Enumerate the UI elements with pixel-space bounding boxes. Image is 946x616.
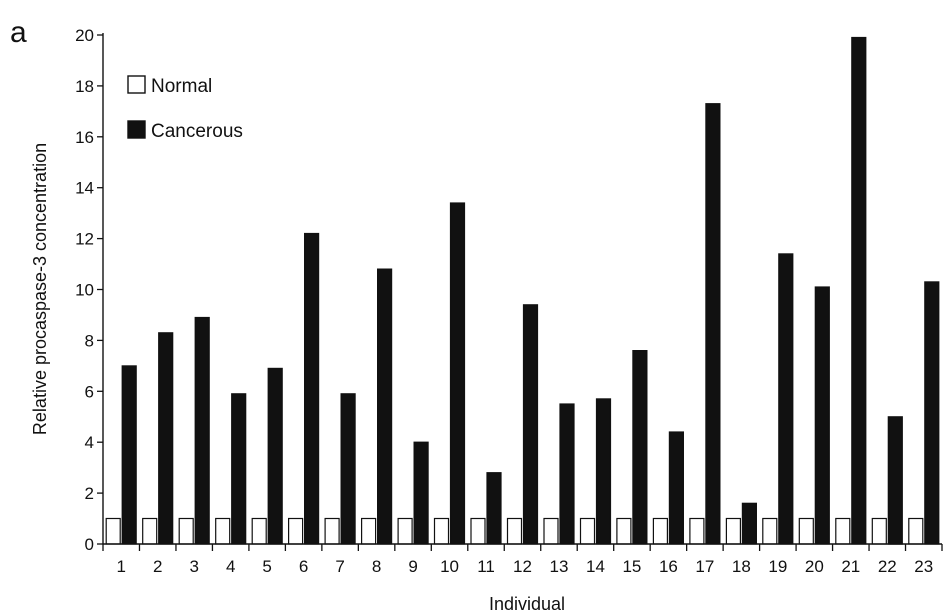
- bar-normal-7: [324, 517, 340, 545]
- bar-normal-18: [725, 517, 742, 545]
- bar-cancerous-9: [413, 441, 429, 545]
- x-tick-label-15: 15: [622, 557, 641, 576]
- x-tick-label-10: 10: [440, 557, 459, 576]
- legend: Normal Cancerous: [127, 75, 243, 142]
- bars: [105, 36, 940, 545]
- x-tick-label-7: 7: [335, 557, 344, 576]
- bar-cancerous-16: [668, 431, 685, 545]
- y-tick-label-10: 10: [75, 281, 94, 300]
- x-tick-label-4: 4: [226, 557, 235, 576]
- y-tick-label-16: 16: [75, 128, 94, 147]
- bar-normal-17: [689, 517, 705, 545]
- bar-cancerous-1: [121, 365, 137, 545]
- bar-normal-3: [178, 517, 194, 545]
- x-tick-label-16: 16: [659, 557, 678, 576]
- bar-normal-6: [288, 517, 304, 545]
- y-tick-label-2: 2: [85, 484, 94, 503]
- bar-cancerous-18: [741, 502, 758, 545]
- bar-normal-10: [433, 517, 450, 545]
- bar-cancerous-8: [377, 268, 393, 545]
- x-tick-label-14: 14: [586, 557, 605, 576]
- x-axis-title: Individual: [489, 594, 565, 614]
- legend-label-cancerous: Cancerous: [151, 121, 243, 142]
- bar-cancerous-5: [267, 367, 283, 545]
- x-tick-label-13: 13: [550, 557, 569, 576]
- bar-cancerous-21: [851, 36, 867, 545]
- axes: [102, 33, 942, 545]
- bar-cancerous-13: [559, 403, 575, 545]
- x-tick-label-6: 6: [299, 557, 308, 576]
- x-tick-label-21: 21: [841, 557, 860, 576]
- legend-swatch-normal: [127, 75, 146, 94]
- y-tick-label-8: 8: [85, 331, 94, 350]
- bar-normal-1: [105, 517, 121, 545]
- bar-normal-19: [762, 517, 778, 545]
- y-tick-label-18: 18: [75, 77, 94, 96]
- bar-cancerous-12: [522, 304, 539, 545]
- x-tick-label-1: 1: [117, 557, 126, 576]
- x-tick-label-11: 11: [477, 557, 495, 576]
- x-tick-label-23: 23: [914, 557, 933, 576]
- bar-normal-13: [543, 517, 559, 545]
- bar-cancerous-4: [231, 393, 247, 545]
- x-tick-label-22: 22: [878, 557, 897, 576]
- bar-cancerous-11: [486, 472, 502, 545]
- bar-normal-15: [616, 517, 632, 545]
- x-tick-label-2: 2: [153, 557, 162, 576]
- bar-normal-2: [142, 517, 158, 545]
- bar-cancerous-3: [194, 316, 210, 545]
- y-axis-ticks: 0 2 4 6 8 10 12 14 16 18 20: [75, 26, 103, 554]
- bar-cancerous-20: [814, 286, 830, 545]
- x-tick-label-18: 18: [732, 557, 751, 576]
- bar-cancerous-23: [924, 281, 940, 545]
- bar-normal-23: [908, 517, 924, 545]
- x-axis-ticks: 1 2 3 4 5 6 7 8 9 10 11 12 13 14 15 16 17 18 19 20 21 22 23: [102, 544, 943, 576]
- y-tick-label-14: 14: [75, 179, 94, 198]
- bar-cancerous-6: [304, 232, 320, 545]
- bar-cancerous-15: [632, 350, 648, 545]
- bar-normal-16: [652, 517, 669, 545]
- bar-cancerous-19: [778, 253, 794, 545]
- legend-label-normal: Normal: [151, 76, 212, 97]
- x-tick-label-5: 5: [262, 557, 271, 576]
- bar-cancerous-22: [887, 416, 903, 545]
- y-axis-title: Relative procaspase-3 concentration: [30, 143, 50, 435]
- bar-normal-8: [361, 517, 377, 545]
- x-tick-label-17: 17: [695, 557, 714, 576]
- x-tick-label-19: 19: [768, 557, 787, 576]
- bar-normal-9: [397, 517, 413, 545]
- bar-normal-14: [579, 517, 596, 545]
- bar-normal-5: [251, 517, 267, 545]
- bar-cancerous-17: [705, 103, 721, 545]
- bar-cancerous-10: [449, 202, 466, 545]
- bar-cancerous-2: [158, 332, 174, 545]
- x-tick-label-20: 20: [805, 557, 824, 576]
- bar-normal-22: [871, 517, 887, 545]
- y-tick-label-20: 20: [75, 26, 94, 45]
- bar-cancerous-7: [340, 393, 356, 545]
- y-tick-label-12: 12: [75, 230, 94, 249]
- bar-normal-12: [506, 517, 523, 545]
- x-tick-label-9: 9: [408, 557, 417, 576]
- legend-swatch-cancerous: [127, 120, 146, 139]
- y-tick-label-0: 0: [85, 535, 94, 554]
- bar-normal-20: [798, 517, 814, 545]
- panel-label: a: [10, 16, 27, 49]
- x-tick-label-8: 8: [372, 557, 381, 576]
- x-tick-label-12: 12: [513, 557, 532, 576]
- x-tick-label-3: 3: [189, 557, 198, 576]
- bar-normal-11: [470, 517, 486, 545]
- bar-normal-4: [215, 517, 231, 545]
- y-tick-label-4: 4: [85, 433, 94, 452]
- bar-cancerous-14: [595, 398, 612, 545]
- y-tick-label-6: 6: [85, 382, 94, 401]
- bar-normal-21: [835, 517, 851, 545]
